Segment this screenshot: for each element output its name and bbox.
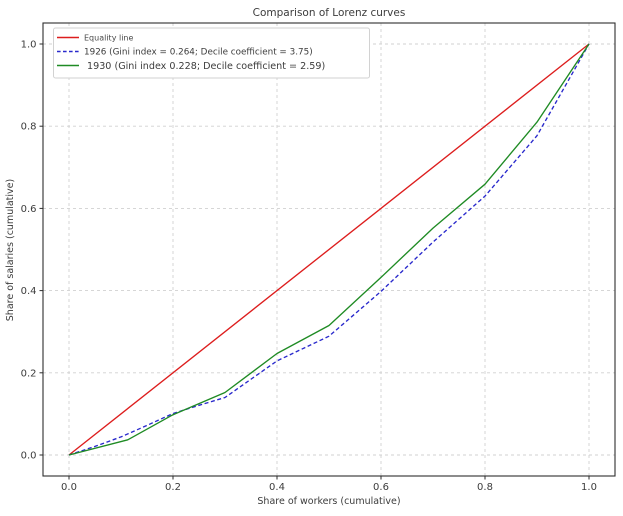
legend-box bbox=[53, 27, 370, 79]
y-tick-label-0.6: 0.6 bbox=[21, 204, 37, 215]
gridlines bbox=[43, 23, 615, 476]
y-tick-label-1.0: 1.0 bbox=[21, 40, 37, 51]
axis-ticks bbox=[39, 43, 590, 480]
x-tick-label-0.4: 0.4 bbox=[269, 482, 285, 493]
legend-label-1926: 1926 (Gini index = 0.264; Decile coeffic… bbox=[84, 48, 313, 58]
x-tick-label-0.2: 0.2 bbox=[165, 482, 181, 493]
x-axis-label: Share of workers (cumulative) bbox=[257, 496, 400, 507]
x-tick-label-0.0: 0.0 bbox=[61, 482, 77, 493]
y-tick-label-0.0: 0.0 bbox=[21, 451, 37, 462]
chart-title: Comparison of Lorenz curves bbox=[253, 7, 406, 19]
plot-area-border bbox=[42, 22, 616, 477]
series-line-equality bbox=[68, 43, 590, 456]
y-tick-labels: 0.0 0.2 0.4 0.6 0.8 1.0 bbox=[21, 40, 37, 462]
x-tick-label-0.6: 0.6 bbox=[373, 482, 389, 493]
legend-label-equality-line: Equality line bbox=[84, 34, 133, 43]
x-tick-label-1.0: 1.0 bbox=[581, 482, 597, 493]
series-lines bbox=[68, 43, 590, 456]
series-line-1926 bbox=[68, 43, 590, 456]
series-line-1930 bbox=[68, 43, 590, 456]
y-axis-label: Share of salaries (cumulative) bbox=[5, 179, 16, 321]
y-tick-label-0.2: 0.2 bbox=[21, 368, 37, 379]
x-tick-labels: 0.0 0.2 0.4 0.6 0.8 1.0 bbox=[61, 482, 597, 493]
x-tick-label-0.8: 0.8 bbox=[477, 482, 493, 493]
legend-label-1930: 1930 (Gini index 0.228; Decile coefficie… bbox=[87, 61, 325, 72]
legend: Equality line 1926 (Gini index = 0.264; … bbox=[53, 27, 370, 79]
y-tick-label-0.4: 0.4 bbox=[21, 286, 37, 297]
y-tick-label-0.8: 0.8 bbox=[21, 122, 37, 133]
